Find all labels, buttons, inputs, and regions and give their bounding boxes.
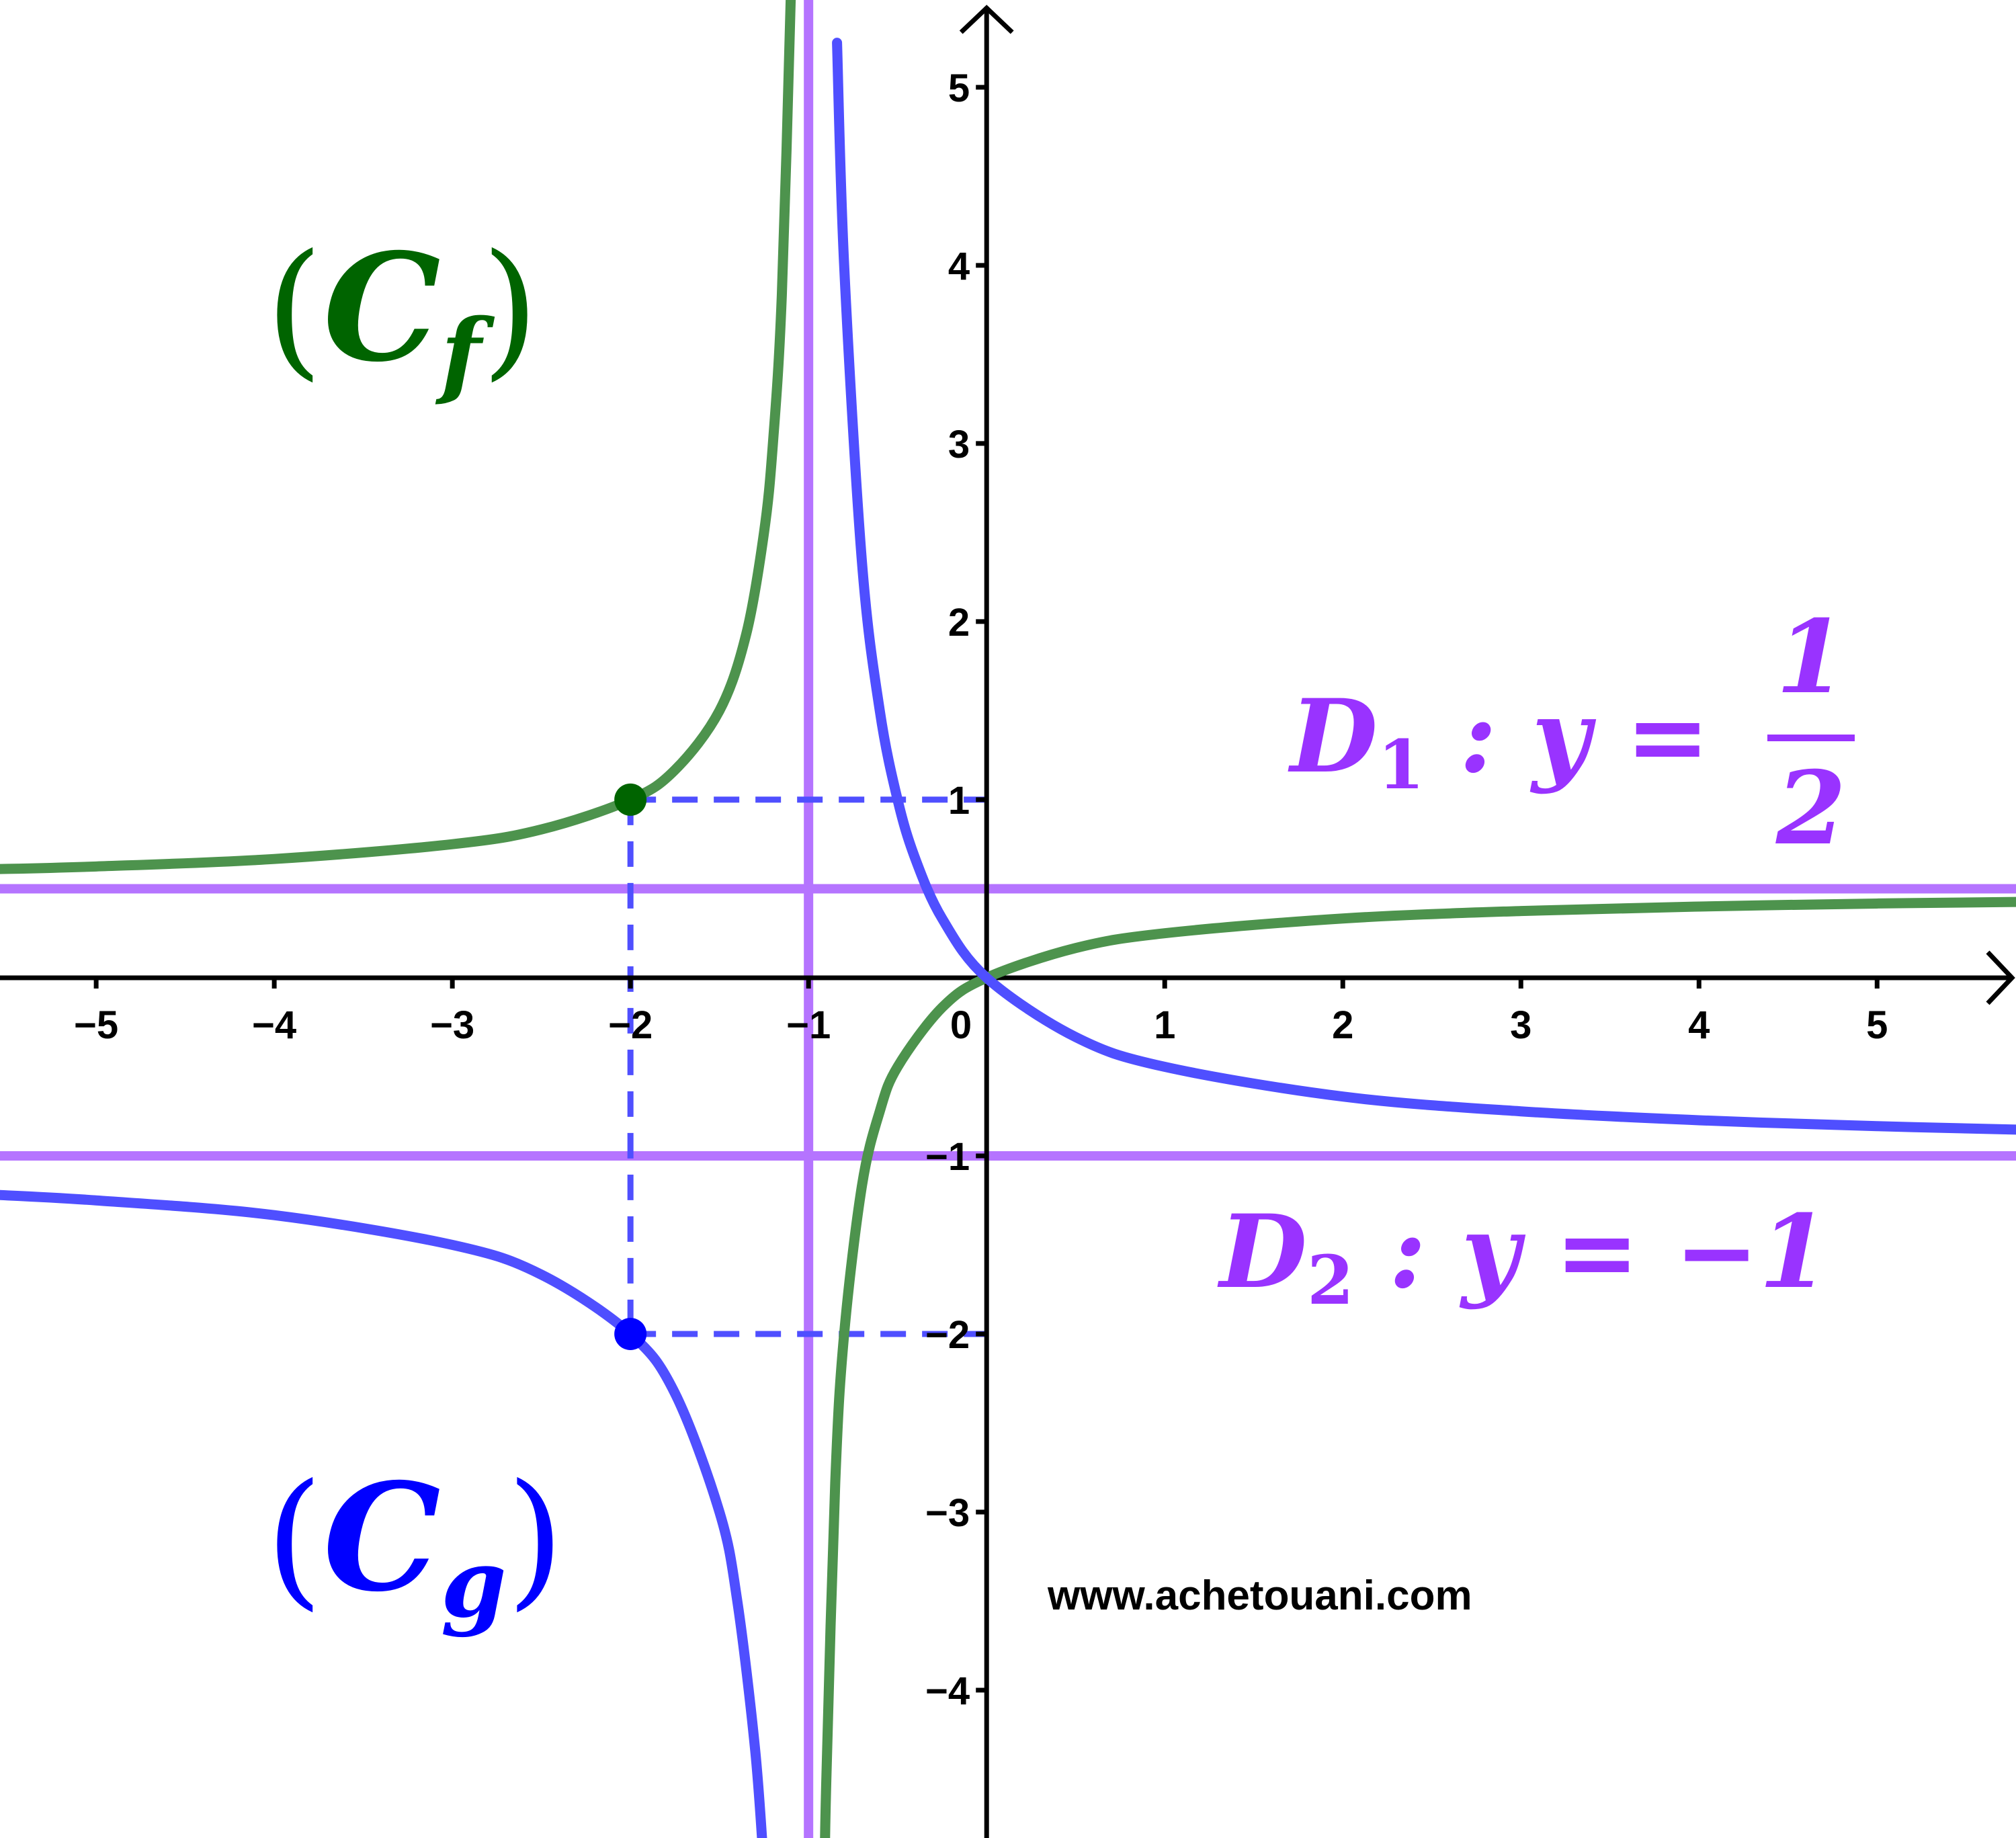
axes: −5 −4 −3 −2 −1 1 2 3 4 5 5 4 3 2 1 −1 −2 −3 −4 0 — [0, 5, 2015, 1838]
label-d2: D2 : y = −1 — [1217, 1193, 1829, 1320]
x-tick-label: 5 — [1866, 1003, 1888, 1047]
label-cg: (Cg) — [265, 1450, 564, 1639]
x-tick-label: −5 — [74, 1003, 118, 1047]
y-tick-label: 4 — [948, 245, 970, 288]
label-d1-denominator: 2 — [1775, 749, 1846, 868]
label-d1: D1 : y = — [1288, 677, 1710, 804]
point-cg — [614, 1317, 647, 1350]
label-d1-numerator: 1 — [1776, 598, 1846, 716]
x-tick-label: −2 — [608, 1003, 653, 1047]
y-tick-label: 3 — [948, 423, 970, 466]
point-cf — [614, 783, 647, 816]
y-tick-label: −2 — [925, 1313, 970, 1357]
x-axis-arrow — [1986, 950, 2015, 1005]
x-tick-label: −3 — [430, 1003, 474, 1047]
origin-label: 0 — [950, 1003, 972, 1047]
watermark: www.achetouani.com — [1047, 1573, 1472, 1619]
x-tick-label: 1 — [1154, 1003, 1175, 1047]
curve-cg-branch-2 — [832, 38, 2016, 1135]
x-tick-label: −4 — [252, 1003, 296, 1047]
y-axis-arrow — [959, 5, 1014, 34]
label-cf: (Cf) — [265, 220, 539, 409]
y-tick-label: 1 — [948, 779, 970, 823]
fraction-bar — [1767, 735, 1855, 741]
dashed-guides — [627, 796, 987, 1337]
curve-cf-branch-1 — [0, 0, 796, 874]
y-tick-label: −4 — [925, 1669, 970, 1713]
x-tick-label: 4 — [1688, 1003, 1710, 1047]
y-tick-label: −3 — [925, 1491, 970, 1535]
y-tick-label: 5 — [948, 67, 970, 110]
points — [614, 783, 647, 1350]
curve-cf-branch-2 — [820, 896, 2016, 1838]
x-tick-label: −1 — [786, 1003, 831, 1047]
y-tick-label: 2 — [948, 601, 970, 644]
x-tick-label: 2 — [1332, 1003, 1353, 1047]
x-tick-label: 3 — [1510, 1003, 1531, 1047]
y-tick-label: −1 — [925, 1135, 970, 1179]
